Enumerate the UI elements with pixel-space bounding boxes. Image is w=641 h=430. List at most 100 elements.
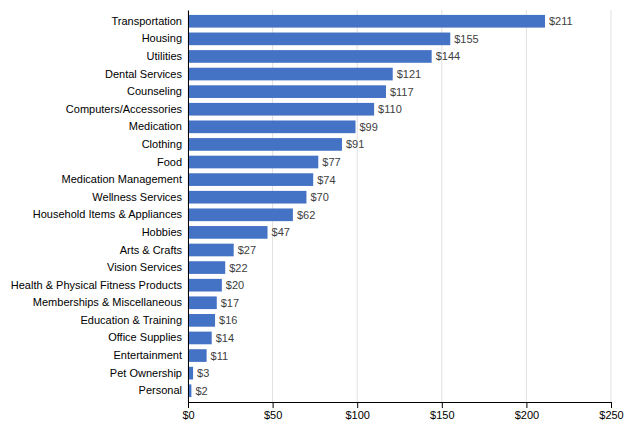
tick-label: $250 <box>599 409 623 421</box>
bar <box>188 244 234 257</box>
tick-mark <box>273 402 274 408</box>
data-label: $22 <box>229 262 247 274</box>
grid <box>188 10 611 402</box>
tick-label: Education & Training <box>80 314 182 326</box>
tick-label: Utilities <box>147 50 183 62</box>
tick: Medication <box>129 120 188 132</box>
chart: $0 $50 $100 $150 $200 $250 Transportation Housi… <box>0 0 641 430</box>
tick-label: Counseling <box>127 85 182 97</box>
data-label: $77 <box>322 156 340 168</box>
data-label: $110 <box>378 103 402 115</box>
tick: Personal <box>139 384 188 396</box>
tick-mark <box>526 402 527 408</box>
bar <box>188 103 374 116</box>
bar <box>188 296 217 309</box>
category-axis: Transportation Housing Utilities Dental Ser… <box>11 11 189 403</box>
tick: Counseling <box>127 85 188 97</box>
data-label: $17 <box>221 297 239 309</box>
tick: Food <box>157 156 188 168</box>
tick-label: Pet Ownership <box>110 367 182 379</box>
bar <box>188 33 450 46</box>
tick: Wellness Services <box>92 191 188 203</box>
plot: $0 $50 $100 $150 $200 $250 Transportation Housi… <box>11 10 624 421</box>
tick: Housing <box>142 32 188 44</box>
bar <box>188 15 545 28</box>
tick-label: Clothing <box>142 138 182 150</box>
axis-line <box>188 11 189 403</box>
data-label: $211 <box>549 15 573 27</box>
tick-label: Medication Management <box>62 173 182 185</box>
tick-label: Dental Services <box>105 68 183 80</box>
tick-label: Arts & Crafts <box>120 244 183 256</box>
tick-label: Health & Physical Fitness Products <box>11 279 183 291</box>
data-label: $74 <box>317 174 335 186</box>
bar <box>188 279 222 292</box>
tick: Memberships & Miscellaneous <box>33 296 188 308</box>
tick: Dental Services <box>105 68 188 80</box>
tick: Clothing <box>142 138 188 150</box>
bar <box>188 349 207 362</box>
tick-label: Computers/Accessories <box>66 103 183 115</box>
tick-mark <box>611 402 612 408</box>
bar <box>188 191 306 204</box>
value-axis: $0 $50 $100 $150 $200 $250 <box>182 402 623 421</box>
bar <box>188 173 313 186</box>
data-label: $27 <box>238 244 256 256</box>
data-label: $121 <box>397 68 421 80</box>
tick: Household Items & Appliances <box>33 208 188 220</box>
tick-label: $100 <box>345 409 369 421</box>
tick-label: Office Supplies <box>108 331 182 343</box>
data-label: $11 <box>211 350 229 362</box>
tick: Medication Management <box>62 173 188 185</box>
tick-mark <box>188 402 189 408</box>
bar <box>188 68 393 81</box>
data-label: $62 <box>297 209 315 221</box>
bar <box>188 332 212 345</box>
data-label: $20 <box>226 279 244 291</box>
bar <box>188 50 432 63</box>
tick-label: Housing <box>142 32 182 44</box>
data-label: $47 <box>272 226 290 238</box>
tick: Entertainment <box>114 349 188 361</box>
tick: Health & Physical Fitness Products <box>11 279 188 291</box>
data-label: $70 <box>310 191 328 203</box>
tick-label: Transportation <box>111 15 182 27</box>
tick-label: Hobbies <box>142 226 183 238</box>
data-label: $144 <box>436 50 460 62</box>
tick: Office Supplies <box>108 331 188 343</box>
bar <box>188 261 225 274</box>
tick-label: $0 <box>182 409 194 421</box>
axis-line <box>189 403 612 409</box>
bars <box>188 15 545 397</box>
tick: Pet Ownership <box>110 367 188 379</box>
bar <box>188 208 293 221</box>
tick-label: Household Items & Appliances <box>33 208 183 220</box>
tick: Computers/Accessories <box>66 103 188 115</box>
data-label: $14 <box>216 332 234 344</box>
tick-label: Medication <box>129 120 182 132</box>
tick-mark <box>442 402 443 408</box>
bar <box>188 138 342 151</box>
grid-line <box>526 10 527 402</box>
tick-label: Entertainment <box>114 349 182 361</box>
grid-line <box>441 10 442 402</box>
tick: $100 <box>345 402 369 421</box>
tick-label: Personal <box>139 384 182 396</box>
tick-label: $50 <box>264 409 282 421</box>
tick-label: Memberships & Miscellaneous <box>33 296 183 308</box>
tick: Vision Services <box>107 261 188 273</box>
tick: $200 <box>515 402 539 421</box>
data-label: $91 <box>346 138 364 150</box>
bar <box>188 314 215 327</box>
tick: $150 <box>430 402 454 421</box>
data-label: $16 <box>219 314 237 326</box>
grid-line <box>188 10 189 402</box>
tick-mark <box>357 402 358 408</box>
data-label: $99 <box>360 121 378 133</box>
tick-label: Food <box>157 156 182 168</box>
bar <box>188 156 318 169</box>
data-label: $117 <box>390 86 414 98</box>
tick: $0 <box>182 402 194 421</box>
data-labels: $211$155$144$121$117$110$99$91$77$74$70$… <box>195 15 572 396</box>
tick: $250 <box>599 402 623 421</box>
